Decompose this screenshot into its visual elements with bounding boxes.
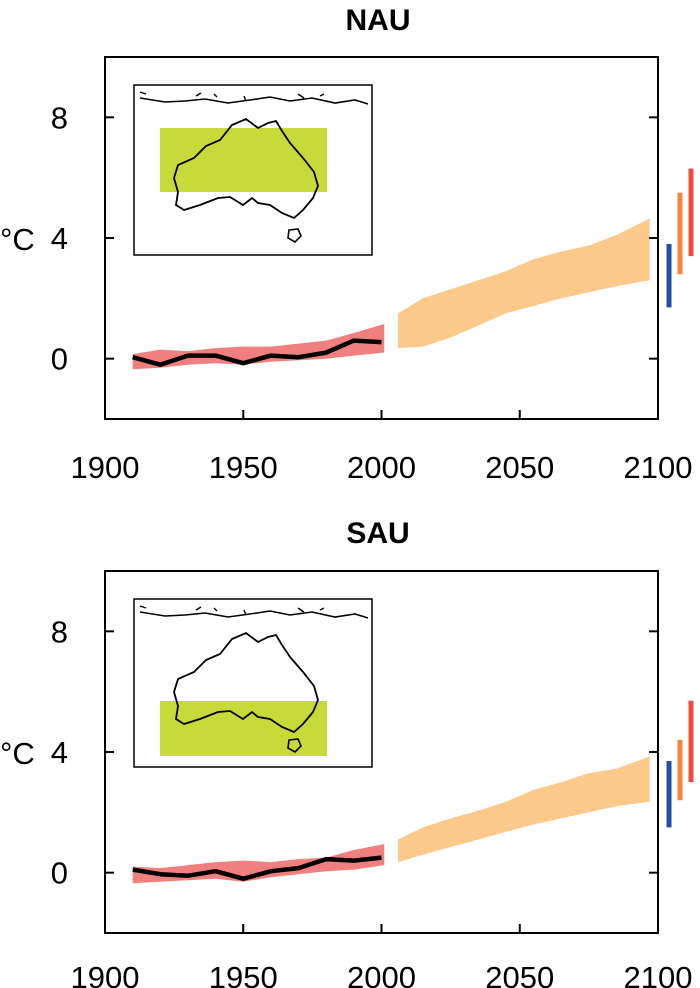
islands-dots [139, 91, 325, 102]
y-tick-label: 0 [51, 856, 68, 891]
observed-series-line [132, 338, 382, 367]
islands-outline [139, 610, 369, 619]
projection-range-band [398, 218, 650, 349]
panel-sau: SAU 1900 1950 2000 2050 2100 0 4 8 °C [0, 517, 694, 988]
panel-title: SAU [346, 517, 409, 550]
projection-range-band [398, 756, 650, 863]
x-tick-label: 2100 [624, 450, 693, 485]
panel-nau: NAU 1900 1950 2000 2050 2100 0 4 8 °C [0, 4, 694, 485]
panel-title: NAU [346, 4, 411, 37]
tasmania-outline [287, 228, 302, 243]
y-tick-label: 8 [51, 100, 68, 135]
y-tick-label: 4 [51, 735, 68, 770]
y-axis-unit-label: °C [0, 222, 35, 257]
region-highlight [160, 701, 327, 756]
region-highlight [160, 128, 327, 192]
islands-dots [139, 605, 325, 616]
y-axis-unit-label: °C [0, 736, 35, 771]
x-tick-label: 2050 [485, 450, 554, 485]
inset-map [133, 84, 373, 256]
islands-outline [139, 96, 369, 105]
x-tick-label: 2050 [485, 960, 554, 988]
observed-range-band [132, 844, 385, 884]
observed-series-line [132, 855, 382, 881]
y-tick-label: 4 [51, 221, 68, 256]
x-tick-label: 1950 [209, 450, 278, 485]
x-tick-label: 2000 [347, 450, 416, 485]
series-layer [132, 218, 650, 370]
series-layer [132, 756, 650, 884]
inset-map [133, 598, 373, 768]
y-tick-label: 0 [51, 342, 68, 377]
australia-outline [173, 631, 319, 734]
x-tick-label: 2000 [347, 960, 416, 988]
observed-range-band [132, 324, 385, 370]
x-tick-label: 1950 [209, 960, 278, 988]
ticks-layer: 1900 1950 2000 2050 2100 0 4 8 [51, 614, 693, 988]
tasmania-outline [287, 738, 302, 753]
ticks-layer: 1900 1950 2000 2050 2100 0 4 8 [51, 100, 693, 485]
x-tick-label: 1900 [71, 450, 140, 485]
australia-outline [173, 117, 319, 220]
x-tick-label: 2100 [624, 960, 693, 988]
y-tick-label: 8 [51, 614, 68, 649]
x-tick-label: 1900 [71, 960, 140, 988]
